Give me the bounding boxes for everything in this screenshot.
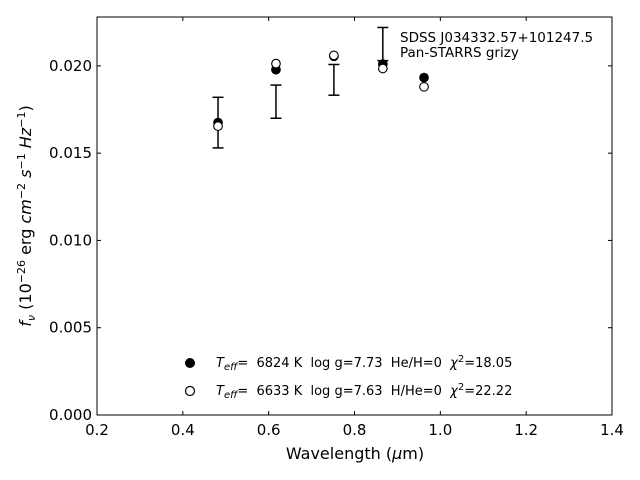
model-filled-point-4	[419, 72, 429, 83]
x-tick-label-2: 0.6	[257, 421, 281, 439]
x-tick-label-5: 1.2	[514, 421, 538, 439]
y-tick-label-1: 0.005	[49, 319, 92, 337]
x-tick-label-3: 0.8	[343, 421, 367, 439]
legend: Teff= 6824 K log g=7.73 He/H=0 χ2=18.05 …	[184, 354, 512, 401]
legend-entry-1: Teff= 6824 K log g=7.73 He/H=0 χ2=18.05	[216, 354, 512, 373]
y-tick-label-0: 0.000	[49, 406, 92, 424]
y-tick-label-4: 0.020	[49, 57, 92, 75]
x-tick-label-1: 0.4	[171, 421, 195, 439]
legend-marker-filled	[185, 358, 195, 368]
x-tick-label-0: 0.2	[85, 421, 109, 439]
x-axis-title: Wavelength (μm)	[286, 444, 424, 463]
annotation-survey-name: Pan-STARRS grizy	[400, 45, 519, 61]
y-tick-label-3: 0.015	[49, 144, 92, 162]
legend-entry-2: Teff= 6633 K log g=7.63 H/He=0 χ2=22.22	[216, 382, 512, 401]
model-open-point-0	[213, 121, 223, 131]
model-open-point-1	[271, 58, 281, 69]
y-axis-title: fν (10−26 erg cm−2 s−1 Hz−1)	[15, 105, 38, 326]
model-open-point-4	[419, 81, 429, 92]
model-open-point-2	[329, 50, 339, 61]
x-tick-label-6: 1.4	[600, 421, 624, 439]
x-tick-label-4: 1.0	[428, 421, 452, 439]
axis-ticks: 0.2 0.4 0.6 0.8 1.0 1.2 1.4 0.000 0.005 0.010 0.01…	[49, 17, 624, 439]
data-marks	[212, 26, 429, 149]
legend-marker-open	[184, 385, 196, 397]
annotation-object-name: SDSS J034332.57+101247.5	[400, 30, 593, 46]
model-open-point-3	[377, 63, 388, 74]
y-tick-label-2: 0.010	[49, 231, 92, 249]
